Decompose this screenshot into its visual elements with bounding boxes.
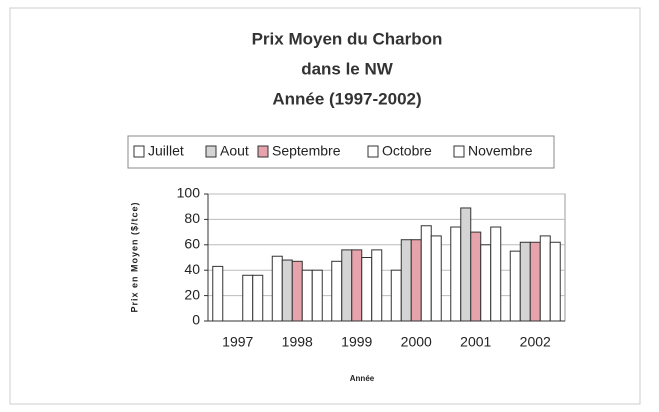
bar (420, 225, 432, 322)
legend-swatch (133, 145, 145, 158)
bar (539, 235, 551, 322)
frame (9, 7, 641, 405)
bar (361, 257, 373, 322)
y-axis-label: Prix en Moyen ($/tce) (129, 201, 139, 312)
bar (519, 241, 531, 322)
legend-label: Octobre (382, 143, 432, 159)
bar (351, 249, 363, 322)
bar (252, 274, 264, 322)
y-tick-label: 100 (177, 185, 201, 201)
x-tick-label: 1997 (222, 334, 253, 350)
bar (281, 259, 293, 322)
legend-label: Aout (220, 143, 249, 159)
x-axis-label: Année (350, 374, 375, 383)
y-tick-label: 0 (192, 312, 200, 328)
bar (460, 207, 472, 322)
bar (212, 265, 224, 322)
legend-box (127, 135, 555, 169)
bar (529, 241, 541, 322)
bar (549, 241, 561, 322)
bar (371, 249, 383, 322)
y-tick-label: 80 (184, 210, 200, 226)
plot-area (207, 193, 566, 322)
y-tick-label: 60 (184, 236, 200, 252)
legend-swatch (367, 145, 379, 158)
legend-swatch (453, 145, 465, 158)
bar (301, 269, 313, 322)
x-tick-label: 2001 (460, 334, 491, 350)
x-tick-label: 1998 (282, 334, 313, 350)
legend-swatch (257, 145, 269, 158)
bar (271, 255, 283, 322)
bar (470, 231, 482, 322)
y-tick-label: 40 (184, 261, 200, 277)
chart-title: dans le NW (301, 59, 394, 78)
legend-swatch (205, 145, 217, 158)
bar (400, 239, 412, 322)
bar (390, 269, 402, 322)
bar (242, 274, 254, 322)
bar (480, 244, 492, 322)
bar (450, 226, 462, 322)
x-tick-label: 1999 (341, 334, 372, 350)
x-tick-label: 2000 (401, 334, 432, 350)
bar (331, 260, 343, 322)
bar (311, 269, 323, 322)
chart-title: Prix Moyen du Charbon (252, 29, 443, 48)
bar (490, 226, 502, 322)
chart-title: Année (1997-2002) (272, 89, 421, 108)
bar (341, 249, 353, 322)
bar (291, 260, 303, 322)
y-tick-label: 20 (184, 286, 200, 302)
bar (410, 239, 422, 322)
bar (509, 250, 521, 322)
legend-label: Septembre (272, 143, 341, 159)
x-tick-label: 2002 (520, 334, 551, 350)
legend-label: Novembre (468, 143, 533, 159)
bar (430, 235, 442, 322)
legend-label: Juillet (148, 143, 184, 159)
